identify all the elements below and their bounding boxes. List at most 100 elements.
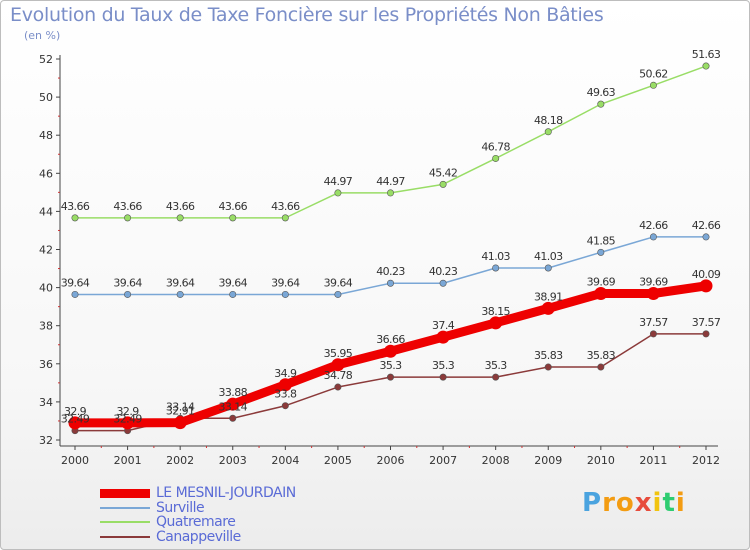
chart-title: Evolution du Taux de Taxe Foncière sur l… <box>10 4 604 26</box>
series-point <box>334 290 342 298</box>
series-point <box>281 214 289 222</box>
x-tick-label: 2002 <box>166 454 194 467</box>
series-point <box>489 316 503 330</box>
data-label: 51.63 <box>692 48 721 61</box>
brand-letter: i <box>652 488 663 518</box>
x-tick-label: 2009 <box>534 454 562 467</box>
data-label: 40.09 <box>692 268 721 281</box>
series-point <box>176 214 184 222</box>
series-point <box>436 330 450 344</box>
data-label: 50.62 <box>639 67 668 80</box>
series-point <box>492 154 500 162</box>
y-axis-unit-label: (en %) <box>24 29 61 42</box>
data-label: 39.64 <box>166 276 195 289</box>
data-label: 35.83 <box>534 349 563 362</box>
series-point <box>702 330 710 338</box>
series-point <box>176 290 184 298</box>
data-label: 41.03 <box>481 250 510 263</box>
data-label: 42.66 <box>692 219 721 232</box>
y-tick-label: 40 <box>39 282 53 295</box>
series-point <box>544 363 552 371</box>
series-point <box>281 402 289 410</box>
series-point <box>71 214 79 222</box>
legend-swatch <box>100 535 150 538</box>
x-tick-label: 2008 <box>482 454 510 467</box>
y-tick-label: 48 <box>39 129 53 142</box>
series-point <box>384 344 397 358</box>
brand-letter: o <box>615 488 635 518</box>
data-label: 32.49 <box>113 413 142 426</box>
data-label: 36.66 <box>376 333 405 346</box>
data-label: 38.15 <box>481 305 510 318</box>
x-tick-label: 2001 <box>114 454 142 467</box>
series-point <box>278 378 292 392</box>
series-point <box>699 279 713 293</box>
data-label: 40.23 <box>376 265 405 278</box>
series-point <box>492 264 500 272</box>
data-label: 35.3 <box>485 359 508 372</box>
data-label: 32.9 <box>64 405 87 418</box>
data-label: 37.57 <box>692 316 721 329</box>
data-label: 40.23 <box>429 265 458 278</box>
series-point <box>597 363 605 371</box>
data-label: 33.14 <box>166 400 195 413</box>
legend-label: Canappeville <box>156 528 241 545</box>
data-label: 43.66 <box>271 200 300 213</box>
data-label: 39.64 <box>61 276 90 289</box>
x-tick-label: 2011 <box>639 454 667 467</box>
series-point <box>334 189 342 197</box>
brand-letter: P <box>582 488 603 518</box>
series-point <box>646 287 660 301</box>
data-label: 35.83 <box>587 349 616 362</box>
data-label: 43.66 <box>113 200 142 213</box>
data-label: 37.4 <box>432 319 455 332</box>
series-point <box>386 189 394 197</box>
data-label: 39.64 <box>271 276 300 289</box>
x-tick-label: 2007 <box>429 454 457 467</box>
brand-logo: Proxiti <box>582 488 686 518</box>
series-point <box>173 416 187 430</box>
x-tick-label: 2003 <box>219 454 247 467</box>
data-label: 35.95 <box>324 347 353 360</box>
series-point <box>68 416 82 430</box>
x-tick-label: 2006 <box>377 454 405 467</box>
brand-letter: t <box>662 488 676 518</box>
brand-letter: x <box>634 488 653 518</box>
data-label: 33.88 <box>219 386 248 399</box>
data-label: 32.9 <box>117 405 140 418</box>
series-point <box>229 290 237 298</box>
series-point <box>334 383 342 391</box>
series-point <box>124 214 132 222</box>
series-point <box>702 233 710 241</box>
series-point <box>386 279 394 287</box>
legend-item: Canappeville <box>100 530 296 545</box>
x-tick-label: 2000 <box>61 454 89 467</box>
legend-item: LE MESNIL-JOURDAIN <box>100 486 296 501</box>
x-tick-label: 2004 <box>271 454 299 467</box>
series-point <box>439 279 447 287</box>
series-point <box>439 180 447 188</box>
legend-label: Surville <box>156 499 205 516</box>
series-point <box>439 373 447 381</box>
data-label: 39.69 <box>639 276 668 289</box>
series-point <box>541 301 555 315</box>
data-label: 48.18 <box>534 114 563 127</box>
data-label: 45.42 <box>429 166 458 179</box>
series-point <box>597 248 605 256</box>
series-point <box>229 414 237 422</box>
brand-letter: r <box>602 488 616 518</box>
series-point <box>544 128 552 136</box>
series-point <box>702 62 710 70</box>
data-label: 43.66 <box>219 200 248 213</box>
series-point <box>649 81 657 89</box>
chart-legend: LE MESNIL-JOURDAIN Surville Quatremare Cana… <box>100 486 296 544</box>
series-point <box>281 290 289 298</box>
data-label: 34.78 <box>324 369 353 382</box>
series-point <box>226 397 240 411</box>
x-tick-label: 2010 <box>587 454 615 467</box>
data-label: 32.49 <box>61 413 90 426</box>
y-tick-label: 44 <box>39 205 53 218</box>
y-tick-label: 36 <box>39 358 53 371</box>
data-label: 43.66 <box>61 200 90 213</box>
